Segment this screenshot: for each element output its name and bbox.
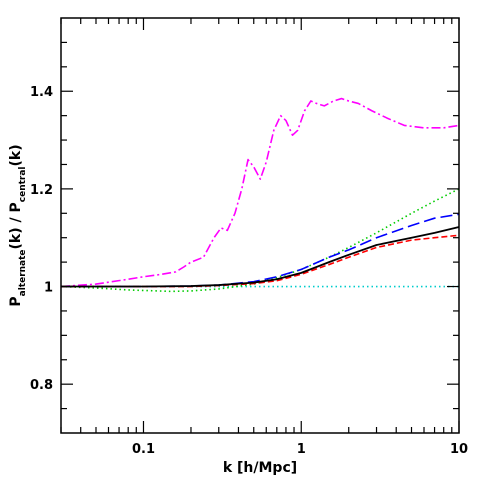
y-axis-label-sub1: alternate [18,249,28,296]
y-tick-label: 1.2 [30,183,53,198]
x-axis-label: k [h/Mpc] [223,460,297,476]
x-tick-label: 1 [297,442,306,457]
series-line-6 [61,226,460,288]
y-axis-label: Palternate(k) / Pcentral(k) [8,144,28,306]
series-line-3 [60,188,460,293]
y-axis-label-post: (k) [8,144,24,166]
x-tick-label: 10 [450,442,468,457]
ticks-layer: 0.1 1 10 0.8 1 1.2 1.4 [30,18,468,457]
y-axis-label-mid: (k) / P [8,202,24,249]
x-tick-label: 0.1 [132,442,155,457]
series-line-2 [60,97,460,288]
y-tick-label: 1.4 [30,85,53,100]
plot-frame [60,17,460,434]
series-line-4 [61,213,460,288]
y-tick-label: 1 [44,281,53,296]
series-layer [60,97,460,293]
y-axis-label-sub2: central [18,166,28,202]
y-tick-label: 0.8 [30,378,53,393]
series-line-5 [61,234,460,288]
y-axis-label-pre: P [8,296,24,306]
